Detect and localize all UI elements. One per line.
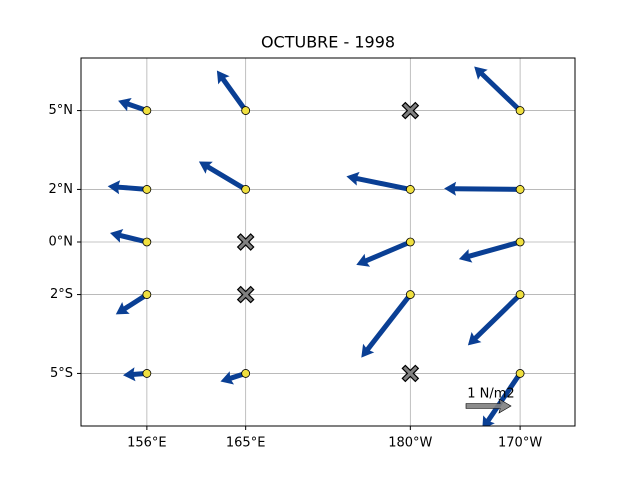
station-dot (142, 106, 152, 115)
station-dot (142, 237, 152, 247)
key-arrow (465, 398, 512, 414)
wind-vector (198, 161, 247, 192)
plot-area (107, 66, 525, 426)
missing-station (401, 364, 420, 383)
wind-vector (356, 239, 412, 267)
wind-vector (361, 293, 413, 358)
axes: 156°E 165°E 180°W 170°W 5°S 2°S 0°N 2°N 5°N (49, 103, 543, 450)
station-dot (515, 290, 525, 299)
wind-vector (346, 171, 411, 192)
chart-title: OCTUBRE - 1998 (261, 33, 395, 52)
wind-vector (107, 180, 148, 195)
station-dot (241, 185, 251, 194)
missing-station (236, 285, 255, 304)
grid (81, 58, 575, 426)
wind-vector (474, 66, 522, 113)
station-dot (142, 185, 152, 194)
station-dot (142, 290, 152, 299)
x-tick-label: 156°E (127, 436, 167, 451)
y-tick-label: 2°N (49, 182, 74, 197)
station-dot (405, 185, 415, 194)
station-dot (241, 369, 251, 378)
x-tick-label: 180°W (388, 436, 432, 451)
wind-vector (216, 70, 248, 112)
station-dot (241, 106, 251, 115)
y-tick-label: 2°S (50, 287, 73, 302)
wind-vector (123, 367, 148, 382)
x-tick-label: 165°E (226, 436, 266, 451)
missing-station (401, 101, 420, 120)
x-tick-label: 170°W (498, 436, 542, 451)
wind-vector (110, 229, 148, 245)
wind-vector (118, 98, 148, 113)
wind-vector (115, 292, 149, 315)
wind-vector (458, 239, 521, 263)
station-dot (515, 106, 525, 115)
station-dot (515, 237, 525, 247)
wind-vector (444, 181, 521, 196)
station-dot (142, 369, 152, 378)
station-dot (515, 369, 525, 378)
wind-vector (467, 292, 522, 346)
wind-vector (220, 371, 247, 385)
station-dot (405, 237, 415, 247)
y-tick-label: 5°N (49, 103, 74, 118)
station-dot (515, 185, 525, 194)
missing-station (236, 233, 255, 251)
key-label: 1 N/m2 (467, 387, 514, 402)
y-tick-label: 0°N (49, 235, 74, 250)
station-dot (405, 290, 415, 299)
y-tick-label: 5°S (50, 366, 73, 381)
wind-vector (482, 372, 523, 426)
